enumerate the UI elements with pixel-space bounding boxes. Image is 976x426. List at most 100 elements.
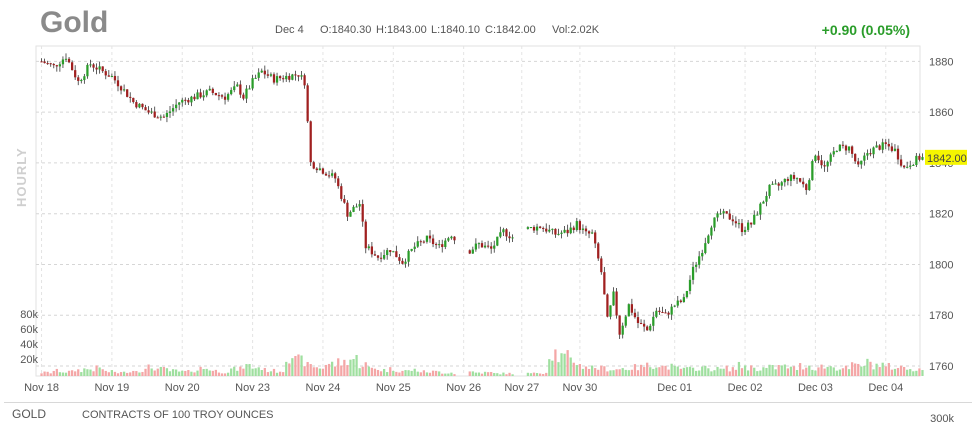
volume-bar	[398, 372, 401, 376]
volume-bar	[526, 372, 530, 376]
price-tick-label: 1760	[929, 361, 953, 373]
candle-body	[854, 153, 857, 162]
volume-bar	[664, 365, 667, 376]
volume-bar	[829, 366, 832, 376]
candle-body	[609, 305, 612, 317]
volume-bar	[404, 370, 407, 376]
candle-body	[753, 214, 756, 225]
candle-body	[902, 165, 906, 168]
date-tick-label: Nov 25	[376, 382, 411, 394]
candlesticks	[40, 53, 924, 339]
volume-bar	[220, 373, 224, 376]
date-tick-label: Dec 01	[657, 382, 692, 394]
volume-bar	[912, 371, 915, 376]
volume-bar	[46, 371, 49, 376]
volume-bar	[569, 357, 572, 376]
candle-body	[909, 165, 912, 167]
volume-bar	[431, 370, 435, 376]
candle-body	[74, 70, 77, 78]
volume-bar	[532, 372, 536, 376]
volume-bar	[682, 367, 686, 376]
last-price-box	[925, 149, 967, 165]
candle-body	[70, 62, 74, 71]
volume-bar	[428, 372, 432, 376]
volume-bar	[327, 363, 331, 376]
candle-body	[691, 266, 695, 280]
candle-body	[272, 74, 276, 83]
candle-body	[251, 78, 254, 89]
volume-bar	[780, 365, 783, 376]
volume-bar	[43, 371, 46, 376]
volume-bar	[419, 372, 422, 376]
candle-body	[150, 111, 153, 113]
volume-bar	[746, 370, 750, 376]
volume-bar	[872, 369, 875, 376]
volume-bar	[119, 372, 123, 376]
candle-body	[829, 154, 832, 162]
volume-bar	[609, 370, 612, 376]
volume-bar	[633, 364, 637, 376]
volume-bar	[309, 364, 312, 376]
candle-body	[780, 182, 783, 186]
candle-body	[468, 250, 471, 254]
volume-bar	[694, 370, 698, 376]
date-tick-label: Nov 23	[235, 382, 270, 394]
volume-bar	[493, 373, 496, 376]
candle-body	[731, 219, 734, 222]
footer-symbol: GOLD	[12, 407, 47, 421]
volume-bar	[101, 369, 104, 376]
volume-bar	[878, 367, 881, 376]
candle-body	[572, 227, 575, 231]
volume-bar	[792, 366, 796, 376]
volume-bar	[239, 366, 242, 376]
volume-bar	[505, 374, 508, 376]
volume-bar	[786, 368, 790, 376]
volume-bar	[508, 372, 511, 376]
candle-body	[646, 326, 649, 331]
candle-body	[486, 245, 490, 247]
candle-body	[584, 228, 588, 232]
volume-bar	[352, 359, 355, 376]
candle-body	[168, 111, 172, 113]
candle-body	[254, 77, 257, 79]
volume-bar	[242, 368, 245, 376]
candle-body	[389, 250, 392, 253]
volume-bar	[379, 371, 383, 376]
candle-body	[122, 89, 126, 91]
candle-body	[502, 229, 505, 233]
volume-bar	[612, 370, 615, 376]
candle-body	[694, 264, 698, 267]
candle-body	[575, 221, 578, 231]
candle-body	[805, 184, 808, 191]
volume-bar	[263, 367, 266, 376]
volume-bar	[511, 374, 514, 376]
volume-bar	[358, 368, 361, 376]
date-tick-label: Nov 19	[94, 382, 129, 394]
volume-bar	[104, 370, 107, 376]
candle-body	[887, 143, 890, 147]
volume-bar	[740, 368, 744, 376]
volume-bar	[728, 371, 731, 376]
volume-bar	[355, 354, 358, 376]
candle-body	[581, 228, 585, 230]
volume-bar	[863, 365, 866, 376]
candle-body	[624, 316, 627, 326]
volume-bar	[771, 365, 774, 376]
candle-body	[193, 96, 196, 100]
volume-bar	[321, 368, 325, 376]
date-tick-label: Nov 27	[504, 382, 539, 394]
candle-body	[178, 102, 181, 105]
volume-bar	[318, 368, 322, 376]
volume-bar	[789, 366, 793, 376]
candle-body	[661, 312, 664, 314]
volume-bar	[661, 365, 664, 376]
candle-body	[670, 306, 673, 315]
volume-bar	[260, 370, 263, 376]
candle-body	[419, 241, 422, 243]
candle-body	[508, 236, 511, 239]
candle-body	[104, 71, 107, 76]
volume-bar	[382, 368, 386, 376]
volume-bar	[376, 369, 380, 376]
candle-body	[618, 315, 621, 335]
